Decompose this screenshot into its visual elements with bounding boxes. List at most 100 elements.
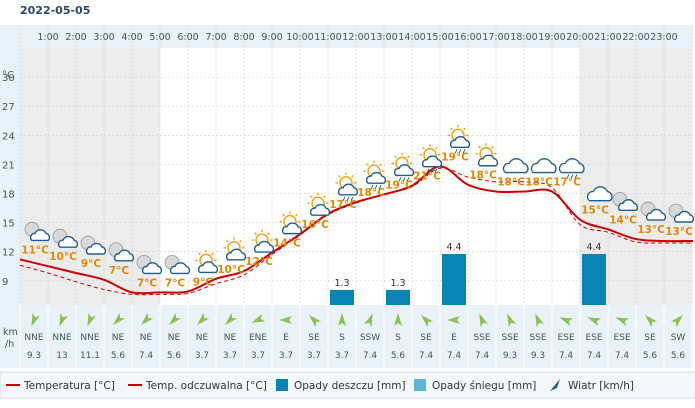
day-partly-cloudy-icon <box>195 249 219 274</box>
cloud-shape <box>225 248 247 261</box>
wind-arrow-icon <box>535 313 545 328</box>
temp-label: 18°C <box>469 170 497 182</box>
wind-arrow-shape <box>421 315 434 328</box>
wind-arrow-icon <box>479 313 489 328</box>
night-partly-cloudy-icon <box>24 222 51 242</box>
legend-bg <box>0 371 695 399</box>
legend-label: Temp. odczuwalna [°C] <box>145 380 267 392</box>
temp-label: 7°C <box>109 265 130 277</box>
wind-arrow-icon <box>31 312 40 327</box>
cloudy-rain-icon <box>558 158 585 179</box>
wind-arrow-icon <box>279 316 292 324</box>
sun-ray <box>338 174 341 178</box>
cloudy-icon <box>586 186 613 202</box>
hour-label: 8:00 <box>233 32 254 43</box>
sun-ray <box>366 163 369 167</box>
wind-speed-label: 7.4 <box>615 351 630 361</box>
wind-arrow-icon <box>169 312 182 325</box>
wind-arrow-shape <box>87 312 96 327</box>
day-rain-icon <box>363 160 387 190</box>
night-band <box>608 48 636 305</box>
temp-label: 18°C <box>525 177 553 189</box>
cloud-shape <box>449 136 471 149</box>
temp-label: 19°C <box>385 179 413 191</box>
hour-label: 7:00 <box>205 32 226 43</box>
temperature-line <box>19 165 694 295</box>
wind-arrow-shape <box>309 315 322 328</box>
cloud-shape <box>421 155 443 168</box>
wind-arrow-icon <box>670 315 683 328</box>
wind-speed-label: 3.7 <box>307 351 321 361</box>
sun-ray <box>351 174 354 178</box>
wind-speed-label: 5.6 <box>643 351 658 361</box>
wind-arrow-shape <box>31 312 40 327</box>
sun-ray <box>267 232 270 235</box>
wind-arrow-shape <box>169 312 182 325</box>
y-tick-label: 18 <box>2 189 15 200</box>
hour-label: 19:00 <box>538 32 565 43</box>
wind-arrow-icon <box>197 312 210 325</box>
wind-arrow-shape <box>447 316 460 324</box>
hour-label: 10:00 <box>286 32 313 43</box>
cloud-shape <box>502 158 529 174</box>
night-partly-cloudy-icon <box>612 191 639 212</box>
sun-ray <box>450 127 453 131</box>
cloudy-icon <box>502 158 529 174</box>
wind-direction-label: SSE <box>529 333 546 343</box>
temp-label: 14°C <box>609 214 637 226</box>
sun-ray <box>310 195 313 199</box>
wind-direction-label: ESE <box>557 333 574 343</box>
wind-direction-label: SSE <box>501 333 518 343</box>
wind-arrow-shape <box>113 312 126 325</box>
y-tick-label: 15 <box>2 219 15 230</box>
raindrop <box>430 168 434 173</box>
wind-arrow-icon <box>225 312 238 325</box>
wind-arrow-icon <box>645 315 658 328</box>
wind-direction-label: ENE <box>249 333 267 343</box>
night-band <box>104 48 132 305</box>
wind-speed-label: 7.4 <box>363 351 378 361</box>
wind-arrow-icon <box>587 317 602 326</box>
raindrop <box>462 149 466 154</box>
raindrop <box>406 177 410 182</box>
wind-arrow-icon <box>141 312 154 325</box>
raindrop <box>374 184 378 190</box>
wind-arrow-shape <box>141 312 154 325</box>
hour-label: 12:00 <box>342 32 369 43</box>
wind-direction-label: NE <box>196 333 209 343</box>
wind-direction-label: E <box>451 333 457 343</box>
temp-label: 15°C <box>581 205 609 217</box>
wind-direction-label: NE <box>224 333 237 343</box>
sun-ray <box>422 146 425 150</box>
temp-label: 17°C <box>553 177 581 189</box>
date-label: 2022-05-05 <box>20 4 91 17</box>
wind-arrow-icon <box>507 313 517 328</box>
sun-ray <box>295 213 298 217</box>
cloud-shape <box>29 229 51 242</box>
y-tick-label: 9 <box>2 277 8 288</box>
wind-speed-label: 9.3 <box>503 351 517 361</box>
night-band <box>636 48 664 305</box>
wind-arrow-shape <box>225 312 238 325</box>
wind-arrow-icon <box>59 312 68 327</box>
wind-arrow-shape <box>535 313 545 328</box>
sun-ray <box>239 239 242 243</box>
night-partly-cloudy-icon <box>164 254 191 275</box>
wind-arrow-shape <box>279 316 292 324</box>
hour-label: 5:00 <box>149 32 170 43</box>
y-tick-label: 24 <box>2 131 15 142</box>
sun-ray <box>198 252 201 256</box>
sun-ray <box>478 145 481 149</box>
legend-snow-swatch <box>414 379 426 391</box>
sun-ray <box>491 145 494 149</box>
raindrop <box>342 196 346 202</box>
wind-speed-label: 3.7 <box>335 351 349 361</box>
wind-direction-label: NNE <box>80 333 99 343</box>
y-tick-label: 12 <box>2 248 15 259</box>
day-partly-cloudy-icon <box>475 143 499 167</box>
cloud-shape <box>365 171 387 184</box>
wind-direction-label: E <box>283 333 289 343</box>
wind-speed-label: 7.4 <box>447 351 462 361</box>
temp-label: 11°C <box>21 244 49 256</box>
